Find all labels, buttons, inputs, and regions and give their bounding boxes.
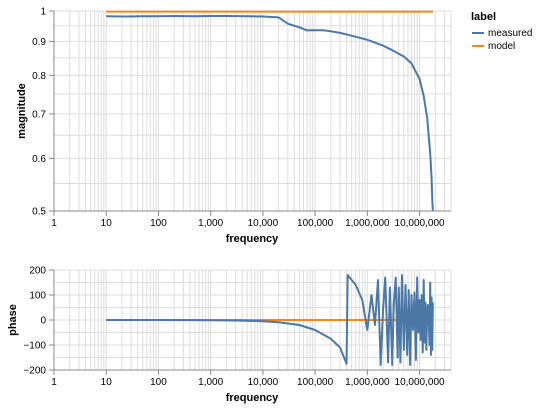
magnitude-grid: [53, 10, 452, 212]
x-tick-label: 1: [51, 377, 57, 388]
y-tick-label: −100: [23, 341, 46, 352]
phase-panel: 1 10 100 1,000 10,000 100,000 1,000,000 10,000,…: [7, 266, 452, 404]
x-tick-label: 100,000: [297, 218, 334, 229]
x-tick-label: 1,000: [198, 377, 223, 388]
x-tick-label: 10,000: [248, 377, 279, 388]
legend-label-measured: measured: [488, 28, 532, 39]
magnitude-series: [106, 10, 434, 212]
y-tick-label: 0.6: [32, 154, 46, 165]
x-tick-label: 1,000,000: [345, 377, 390, 388]
y-tick-label: 100: [29, 291, 46, 302]
x-tick-label: 10,000,000: [395, 377, 445, 388]
y-tick-label: 0.7: [32, 109, 46, 120]
x-tick-label: 10,000,000: [395, 218, 445, 229]
legend-label-model: model: [488, 41, 515, 52]
y-tick-label: 0.5: [32, 207, 46, 218]
magnitude-panel: 1 10 100 1,000 10,000 100,000 1,000,000 10,000,…: [16, 7, 452, 245]
magnitude-y-axis-title: magnitude: [16, 83, 28, 139]
magnitude-axes: 1 10 100 1,000 10,000 100,000 1,000,000 10,000,…: [32, 7, 451, 229]
y-tick-label: 200: [29, 266, 46, 277]
x-tick-label: 1,000,000: [345, 218, 390, 229]
x-tick-label: 100: [150, 218, 167, 229]
x-tick-label: 10: [101, 218, 113, 229]
x-tick-label: 10: [101, 377, 113, 388]
y-tick-label: −200: [23, 366, 46, 377]
magnitude-x-axis-title: frequency: [226, 233, 279, 245]
phase-series-measured: [106, 274, 434, 366]
legend: label measured model: [471, 11, 532, 52]
magnitude-series-measured: [106, 14, 434, 212]
phase-y-axis-title: phase: [7, 304, 19, 336]
y-tick-label: 0: [40, 316, 46, 327]
y-tick-label: 0.8: [32, 71, 46, 82]
y-tick-label: 0.9: [32, 37, 46, 48]
phase-axes: 1 10 100 1,000 10,000 100,000 1,000,000 10,000,…: [23, 266, 451, 388]
phase-x-axis-title: frequency: [226, 392, 279, 404]
legend-title: label: [471, 11, 496, 23]
x-tick-label: 100,000: [297, 377, 334, 388]
x-tick-label: 1: [51, 218, 57, 229]
x-tick-label: 1,000: [198, 218, 223, 229]
phase-series: [106, 274, 434, 366]
y-tick-label: 1: [40, 7, 46, 18]
x-tick-label: 10,000: [248, 218, 279, 229]
x-tick-label: 100: [150, 377, 167, 388]
